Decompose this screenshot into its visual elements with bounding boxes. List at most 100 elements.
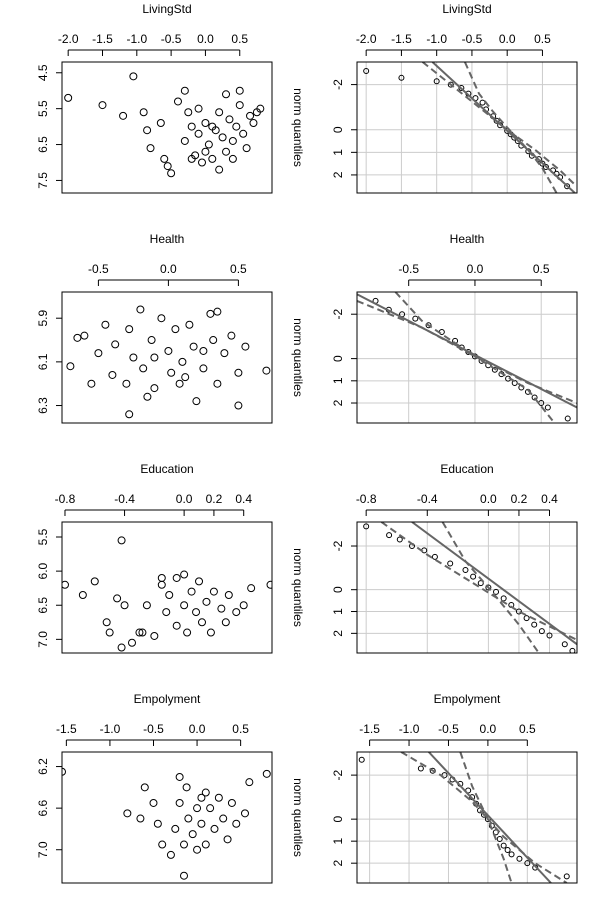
y-tick-label: -2 — [331, 309, 345, 320]
point — [62, 580, 69, 589]
point — [194, 129, 203, 138]
point — [138, 628, 147, 637]
y-tick-label: 1 — [331, 608, 345, 615]
point — [193, 804, 202, 813]
point — [139, 108, 148, 117]
point — [206, 309, 215, 318]
point — [246, 111, 255, 120]
point — [245, 778, 254, 787]
point — [396, 536, 403, 543]
y-tick-label: 6.3 — [36, 397, 50, 414]
panel-title: Education — [440, 462, 493, 476]
point — [500, 842, 507, 849]
point — [531, 621, 538, 628]
point — [201, 119, 210, 128]
point — [462, 567, 469, 574]
point — [363, 68, 370, 75]
point — [247, 584, 256, 593]
x-tick-label: 0.0 — [189, 722, 206, 736]
confidence-band — [463, 62, 558, 193]
x-tick-label: -2.0 — [58, 32, 79, 46]
point — [431, 553, 438, 560]
point — [256, 104, 265, 113]
point — [165, 591, 174, 600]
x-tick-label: -1.5 — [359, 722, 380, 736]
point — [199, 364, 208, 373]
panel-title: Health — [150, 232, 185, 246]
x-tick-label: 0.5 — [534, 32, 551, 46]
plot-frame — [356, 751, 578, 884]
point — [184, 108, 193, 117]
point — [235, 101, 244, 110]
point — [150, 631, 159, 640]
x-tick-label: 0.2 — [511, 492, 528, 506]
y-tick-label: 1 — [331, 149, 345, 156]
point — [531, 394, 538, 401]
y-tick-label: 7.0 — [36, 631, 50, 648]
x-tick-label: -1.0 — [100, 722, 121, 736]
point — [234, 368, 243, 377]
point — [222, 90, 231, 99]
x-tick-label: -1.5 — [391, 32, 412, 46]
point — [232, 608, 241, 617]
point — [194, 104, 203, 113]
point — [209, 587, 218, 596]
point — [524, 860, 531, 867]
point — [219, 814, 228, 823]
point — [232, 819, 241, 828]
point — [120, 601, 129, 610]
point — [187, 587, 196, 596]
point — [66, 362, 75, 371]
y-tick-label: 0 — [331, 355, 345, 362]
point — [125, 325, 134, 334]
point — [538, 628, 545, 635]
point — [175, 379, 184, 388]
point — [163, 162, 172, 171]
point — [198, 158, 206, 167]
point — [546, 632, 553, 639]
point — [241, 342, 250, 351]
y-tick-label: 2 — [331, 399, 345, 406]
point — [153, 819, 162, 828]
point — [179, 840, 188, 849]
x-tick-label: -0.4 — [417, 492, 438, 506]
y-tick-label: 6.6 — [36, 799, 50, 816]
y-tick-label: 6.5 — [36, 597, 50, 614]
point — [185, 320, 194, 329]
point — [564, 415, 571, 422]
y-tick-label: 0 — [331, 586, 345, 593]
point — [175, 798, 184, 807]
point — [563, 873, 570, 880]
point — [485, 584, 492, 591]
x-tick-label: -1.0 — [399, 722, 420, 736]
point — [179, 871, 188, 880]
point — [206, 628, 215, 637]
point — [234, 401, 243, 410]
point — [492, 829, 499, 836]
point — [80, 331, 89, 340]
point — [90, 577, 99, 586]
point — [208, 122, 217, 131]
x-tick-label: -1.5 — [56, 722, 77, 736]
panel-title: Empolyment — [134, 692, 201, 706]
y-tick-label: 0 — [331, 126, 345, 133]
point — [198, 618, 206, 627]
point — [228, 154, 237, 163]
point — [224, 591, 233, 600]
point — [204, 140, 213, 149]
point — [214, 793, 223, 802]
point — [101, 320, 110, 329]
plot-frame — [61, 751, 273, 884]
point — [215, 165, 224, 174]
point — [515, 608, 522, 615]
x-tick-label: -0.5 — [462, 32, 483, 46]
point — [209, 336, 218, 345]
plot-frame — [61, 61, 273, 194]
point — [129, 353, 138, 362]
point — [544, 404, 551, 411]
y-tick-label: 4.5 — [36, 64, 50, 81]
point — [213, 379, 222, 388]
point — [181, 373, 190, 382]
y-tick-label: 5.5 — [36, 100, 50, 117]
plot-frame — [61, 521, 273, 654]
